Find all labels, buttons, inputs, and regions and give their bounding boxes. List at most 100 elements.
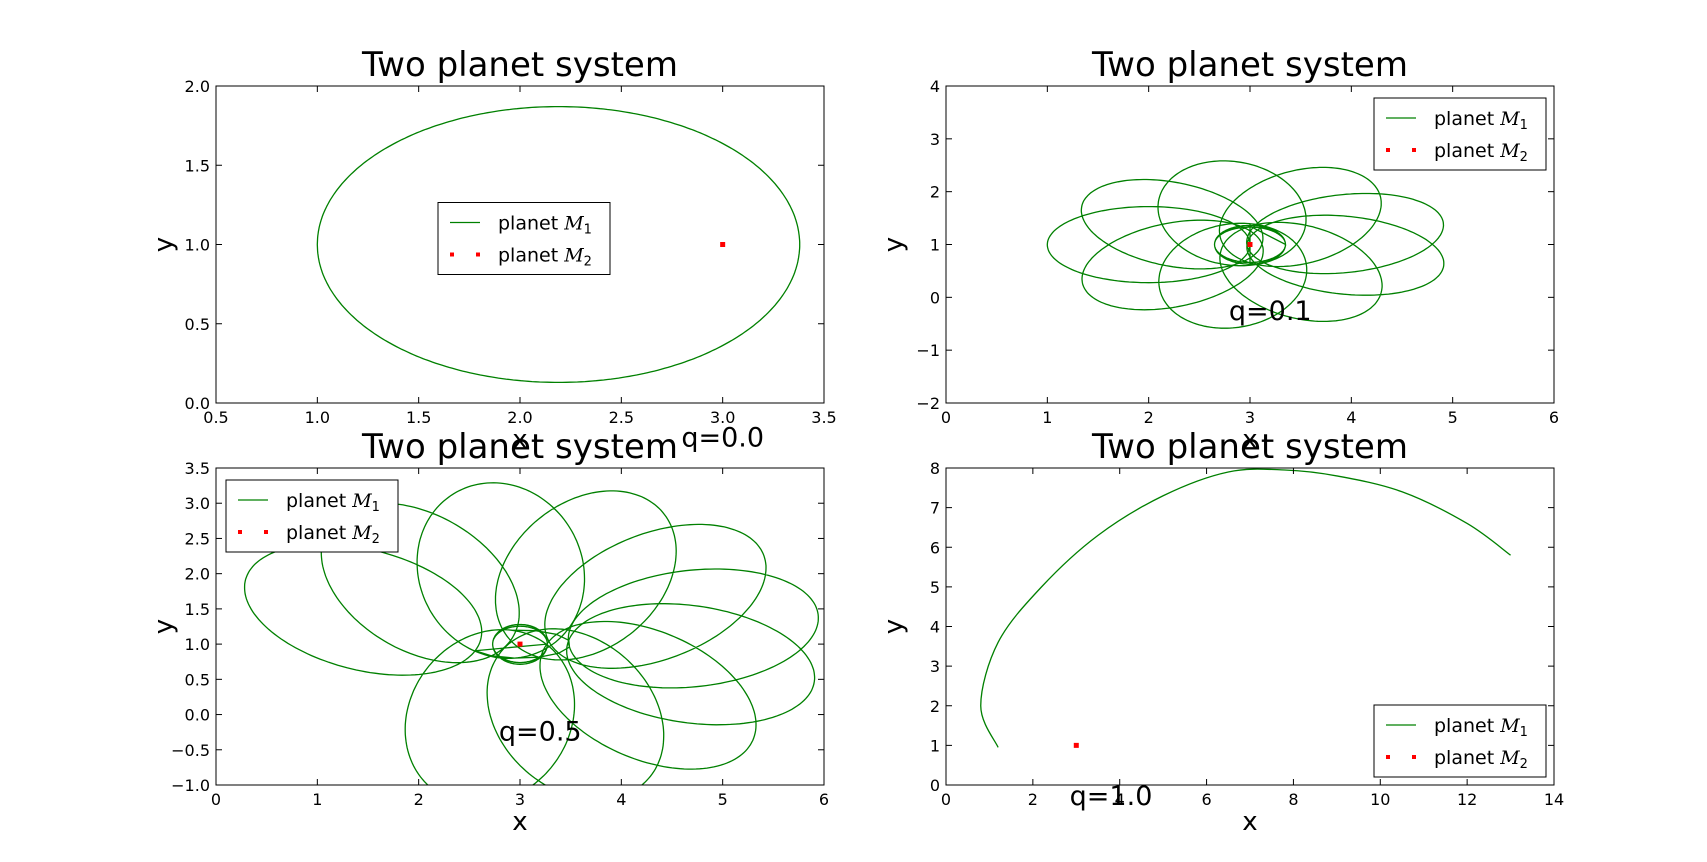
x-tick-label: 8 (1288, 790, 1298, 809)
y-tick-label: 0 (930, 776, 940, 795)
legend-box (437, 202, 611, 275)
x-tick-label: 2 (414, 790, 424, 809)
x-tick-label: 6 (819, 790, 829, 809)
y-axis-label: y (149, 237, 179, 252)
x-tick-label: 0 (941, 408, 951, 427)
legend-entry-label: planet M2 (498, 245, 592, 270)
legend-dot-marker (1412, 755, 1416, 759)
x-tick-label: 4 (1115, 790, 1125, 809)
y-tick-label: 1.0 (185, 635, 210, 654)
star-point (1247, 242, 1253, 247)
y-tick-label: 1.5 (185, 600, 210, 619)
x-tick-label: 1 (312, 790, 322, 809)
x-tick-label: 6 (1201, 790, 1211, 809)
x-tick-label: 3 (1245, 408, 1255, 427)
legend-dot-marker (238, 530, 242, 534)
y-tick-label: 2.5 (185, 529, 210, 548)
y-tick-label: 2.0 (185, 565, 210, 584)
q-annotation: q=1.0 (1070, 781, 1153, 812)
y-tick-label: 2 (930, 697, 940, 716)
legend-entry-label: planet M1 (1434, 108, 1528, 133)
x-tick-label: 1.0 (305, 408, 330, 427)
y-tick-label: 2.0 (185, 77, 210, 96)
y-axis-label: y (149, 619, 179, 634)
chart-title: Two planet system (1091, 45, 1408, 85)
chart-panel-2: 0 1 2 3 4 5 6 −2 −1 0 1 2 3 4 Two planet system x y q=0.1… (879, 45, 1559, 455)
y-tick-label: 3 (930, 130, 940, 149)
x-tick-label: 6 (1549, 408, 1559, 427)
y-tick-label: 0.5 (185, 670, 210, 689)
y-tick-label: 3 (930, 657, 940, 676)
y-tick-label: 1.5 (185, 156, 210, 175)
y-tick-label: 3.0 (185, 494, 210, 513)
legend-box (1373, 97, 1547, 171)
x-tick-label: 5 (718, 790, 728, 809)
y-tick-label: 0.5 (185, 315, 210, 334)
y-tick-label: −0.5 (171, 741, 210, 760)
y-tick-label: 4 (930, 77, 940, 96)
x-tick-label: 4 (616, 790, 626, 809)
legend-entry-label: planet M2 (286, 522, 380, 547)
legend: planet M1 planet M2 (437, 202, 611, 275)
x-tick-label: 12 (1457, 790, 1477, 809)
legend-dot-marker (476, 252, 480, 257)
x-tick-label: 3 (515, 790, 525, 809)
x-tick-label: 14 (1544, 790, 1564, 809)
orbit-line (316, 105, 801, 384)
x-tick-label: 2.5 (609, 408, 634, 427)
q-annotation: q=0.1 (1229, 296, 1312, 327)
orbit-line (243, 482, 819, 785)
y-tick-label: 4 (930, 618, 940, 637)
x-tick-label: 0.5 (203, 408, 228, 427)
legend-dot-marker (1386, 755, 1390, 759)
x-tick-label: 1.5 (406, 408, 431, 427)
star-point (720, 242, 726, 247)
x-tick-label: 2 (1144, 408, 1154, 427)
legend: planet M1 planet M2 (225, 479, 399, 553)
legend-box (225, 479, 399, 553)
y-tick-label: −1 (916, 341, 940, 360)
legend-dot-marker (264, 530, 268, 534)
chart-title: Two planet system (361, 427, 678, 467)
x-tick-label: 5 (1448, 408, 1458, 427)
legend: planet M1 planet M2 (1373, 704, 1547, 778)
legend-entry-label: planet M1 (1434, 715, 1528, 740)
y-axis-label: y (879, 619, 909, 634)
x-tick-label: 3.5 (811, 408, 836, 427)
y-tick-label: 1 (930, 236, 940, 255)
y-tick-label: 1 (930, 736, 940, 755)
x-tick-label: 2.0 (507, 408, 532, 427)
y-tick-label: 3.5 (185, 459, 210, 478)
orbit-line (980, 468, 1511, 748)
legend: planet M1 planet M2 (1373, 97, 1547, 171)
chart-title: Two planet system (1091, 427, 1408, 467)
orbit-line (1046, 160, 1445, 329)
x-tick-label: 0 (941, 790, 951, 809)
chart-panel-3: 0 1 2 3 4 5 6 −1.0 −0.5 0.0 0.5 1.0 1.5 2.0 2.5 3.0 3.5 T… (149, 427, 829, 837)
y-tick-label: 5 (930, 578, 940, 597)
chart-title: Two planet system (361, 45, 678, 85)
x-tick-label: 3.0 (710, 408, 735, 427)
star-point (517, 641, 523, 647)
y-tick-label: 1.0 (185, 236, 210, 255)
chart-panel-1: 0.5 1.0 1.5 2.0 2.5 3.0 3.50.00.51.01.52.0Two … (149, 45, 837, 455)
legend-entry-label: planet M1 (498, 213, 592, 238)
y-tick-label: 8 (930, 459, 940, 478)
q-annotation: q=0.0 (681, 423, 764, 454)
y-axis-label: y (879, 237, 909, 252)
x-tick-label: 1 (1042, 408, 1052, 427)
x-tick-label: 0 (211, 790, 221, 809)
y-tick-label: 7 (930, 499, 940, 518)
y-tick-label: −1.0 (171, 776, 210, 795)
legend-dot-marker (1412, 148, 1416, 152)
x-tick-label: 4 (1346, 408, 1356, 427)
x-axis-label: x (1242, 807, 1257, 837)
legend-entry-label: planet M2 (1434, 140, 1528, 165)
y-tick-label: −2 (916, 394, 940, 413)
y-tick-label: 0.0 (185, 706, 210, 725)
star-point (1073, 742, 1079, 748)
y-tick-label: 2 (930, 183, 940, 202)
x-axis-label: x (1242, 425, 1257, 455)
